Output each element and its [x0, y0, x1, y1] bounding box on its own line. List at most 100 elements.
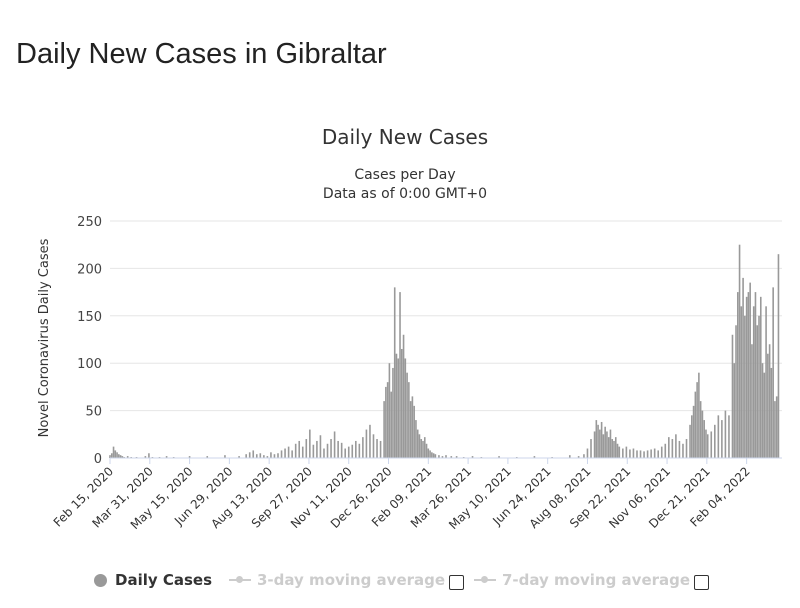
- bar[interactable]: [770, 367, 773, 458]
- bar[interactable]: [385, 386, 387, 458]
- bar[interactable]: [751, 344, 753, 458]
- bar[interactable]: [728, 415, 730, 458]
- bar[interactable]: [602, 434, 605, 458]
- bar[interactable]: [660, 446, 663, 458]
- bar[interactable]: [126, 456, 129, 458]
- bar[interactable]: [752, 306, 755, 458]
- bar[interactable]: [121, 456, 124, 458]
- data-bars[interactable]: [109, 244, 780, 458]
- bar[interactable]: [668, 437, 670, 458]
- bar[interactable]: [763, 372, 766, 458]
- bar[interactable]: [646, 450, 649, 458]
- bar[interactable]: [689, 424, 691, 458]
- legend-item-daily-cases[interactable]: Daily Cases: [94, 566, 212, 594]
- bar[interactable]: [710, 431, 713, 458]
- bar[interactable]: [330, 439, 332, 458]
- bar[interactable]: [270, 452, 272, 458]
- bar[interactable]: [432, 453, 435, 458]
- bar[interactable]: [745, 296, 748, 458]
- bar[interactable]: [347, 446, 350, 458]
- bar[interactable]: [340, 442, 343, 458]
- bar[interactable]: [706, 434, 709, 458]
- bar[interactable]: [777, 254, 780, 458]
- bar[interactable]: [379, 440, 382, 458]
- bar[interactable]: [701, 410, 704, 458]
- bar[interactable]: [344, 448, 346, 458]
- bar[interactable]: [323, 448, 325, 458]
- bar[interactable]: [294, 443, 297, 458]
- bar[interactable]: [455, 456, 458, 458]
- bar[interactable]: [774, 401, 776, 458]
- bar[interactable]: [224, 455, 226, 458]
- bar[interactable]: [277, 453, 279, 458]
- bar[interactable]: [109, 455, 111, 458]
- bar[interactable]: [383, 401, 385, 458]
- bar[interactable]: [744, 315, 746, 458]
- bar[interactable]: [248, 452, 251, 458]
- bar[interactable]: [622, 448, 624, 458]
- bar[interactable]: [714, 424, 716, 458]
- bar[interactable]: [397, 358, 400, 458]
- bar[interactable]: [355, 440, 357, 458]
- bar[interactable]: [238, 456, 240, 458]
- bar[interactable]: [411, 396, 414, 458]
- bar[interactable]: [577, 456, 580, 458]
- bar[interactable]: [731, 334, 734, 458]
- bar[interactable]: [629, 449, 631, 458]
- bar[interactable]: [671, 439, 674, 458]
- bar[interactable]: [772, 287, 774, 458]
- bar[interactable]: [765, 306, 767, 458]
- bar[interactable]: [312, 444, 315, 458]
- bar[interactable]: [698, 372, 700, 458]
- bar[interactable]: [441, 456, 444, 458]
- bar[interactable]: [768, 344, 771, 458]
- bar[interactable]: [372, 434, 375, 458]
- bar[interactable]: [316, 440, 318, 458]
- bar[interactable]: [393, 287, 396, 458]
- bar[interactable]: [110, 453, 113, 458]
- bar[interactable]: [586, 448, 589, 458]
- bar[interactable]: [682, 443, 684, 458]
- bar[interactable]: [703, 420, 705, 458]
- bar[interactable]: [606, 431, 608, 458]
- 3-day-average-checkbox[interactable]: [449, 575, 464, 590]
- bar[interactable]: [245, 454, 247, 458]
- bar[interactable]: [595, 420, 598, 458]
- bar[interactable]: [362, 437, 364, 458]
- bar[interactable]: [775, 396, 778, 458]
- bar[interactable]: [431, 452, 433, 458]
- bar[interactable]: [291, 450, 293, 458]
- bar[interactable]: [498, 456, 500, 458]
- bar[interactable]: [301, 446, 304, 458]
- bar[interactable]: [609, 429, 612, 458]
- bar[interactable]: [406, 372, 408, 458]
- bar[interactable]: [767, 353, 769, 458]
- bar[interactable]: [388, 363, 391, 458]
- bar[interactable]: [420, 439, 423, 458]
- bar[interactable]: [386, 382, 389, 458]
- bar[interactable]: [450, 456, 453, 458]
- bar[interactable]: [471, 456, 474, 458]
- bar[interactable]: [263, 455, 265, 458]
- bar[interactable]: [597, 424, 599, 458]
- bar[interactable]: [736, 292, 739, 458]
- bar[interactable]: [754, 292, 757, 458]
- bar[interactable]: [636, 450, 638, 458]
- bar[interactable]: [326, 443, 329, 458]
- bar[interactable]: [583, 454, 585, 458]
- 7-day-average-checkbox[interactable]: [694, 575, 709, 590]
- bar[interactable]: [705, 429, 707, 458]
- bar[interactable]: [402, 334, 405, 458]
- bar[interactable]: [369, 424, 371, 458]
- legend-item-7-day-average[interactable]: 7-day moving average: [474, 566, 690, 594]
- bar[interactable]: [118, 454, 120, 458]
- bar[interactable]: [740, 306, 743, 458]
- bar[interactable]: [611, 439, 614, 458]
- bar[interactable]: [618, 446, 621, 458]
- bar[interactable]: [266, 456, 269, 458]
- bar[interactable]: [425, 443, 428, 458]
- bar[interactable]: [429, 450, 431, 458]
- bar[interactable]: [657, 450, 660, 458]
- bar[interactable]: [738, 244, 741, 458]
- bar[interactable]: [756, 325, 759, 458]
